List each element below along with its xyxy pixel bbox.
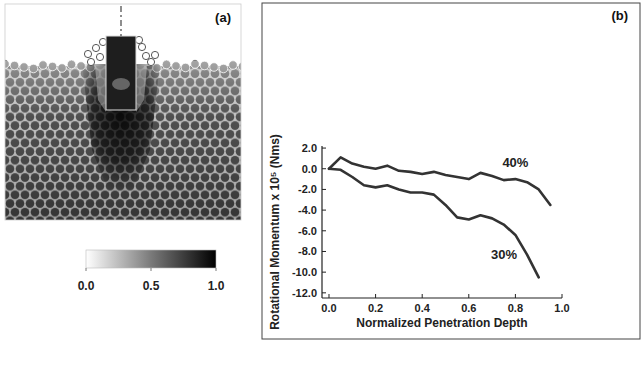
series-label: 30% [491,247,517,262]
panel-label: (a) [215,10,231,25]
y-tick [322,148,326,149]
x-tick [375,294,376,298]
y-tick-label: -4.0 [298,204,317,216]
series-label: 40% [502,155,528,170]
y-tick [322,292,326,293]
panel-frame [262,3,640,339]
x-tick-label: 1.0 [554,302,569,314]
colorbar [86,250,216,268]
colorbar-tick [151,268,152,271]
x-tick [328,294,329,298]
ejected-grain [138,43,145,50]
y-axis-title: Rotational Momentum x 10⁵ (Nms) [268,134,282,330]
y-tick [322,210,326,211]
y-tick-label: 0.0 [302,163,317,175]
colorbar-tick [216,268,217,271]
sim-image [5,4,241,220]
crater-wall [136,66,147,112]
y-tick [322,272,326,273]
ejected-grain [147,58,154,65]
x-tick-label: 0.8 [508,302,523,314]
colorbar-tick-label: 0.5 [143,279,160,293]
figure: (a) 0.0 0.5 1.0 (b) -12.0 -10.0 -8.0 -6.0 -4.0 -2.… [0,0,644,367]
colorbar-tick-label: 0.0 [78,279,95,293]
crater-wall [95,66,106,112]
panel-label: (b) [611,8,628,23]
image-border [5,4,241,220]
y-tick [322,168,326,169]
x-axis [322,297,562,298]
y-tick [322,189,326,190]
series-line [329,169,539,278]
y-tick-label: -2.0 [298,183,317,195]
bed-shade [5,61,241,220]
x-tick-label: 0.0 [321,302,336,314]
x-tick-label: 0.4 [415,302,431,314]
colorbar-tick-label: 1.0 [208,279,225,293]
crater-zone [82,64,160,200]
ejected-grain [84,50,91,57]
x-axis-title: Normalized Penetration Depth [356,316,527,330]
panel-b: (b) -12.0 -10.0 -8.0 -6.0 -4.0 -2.0 0.0 2.0 0.0 0.… [262,3,640,339]
penetrator [106,36,136,110]
sky [5,4,241,220]
ejected-grain [96,53,103,60]
x-tick [468,294,469,298]
x-tick [515,294,516,298]
y-tick [322,251,326,252]
ejected-grain [92,44,99,51]
y-tick [322,230,326,231]
ejected-grain [151,51,158,58]
y-tick-label: 2.0 [302,142,317,154]
penetrator-shade [112,78,130,90]
colorbar-tick [86,268,87,271]
y-tick-label: -6.0 [298,225,317,237]
plot-area [329,157,550,277]
y-tick-label: -12.0 [292,287,317,299]
panel-a: (a) 0.0 0.5 1.0 [1,4,247,293]
x-tick [422,294,423,298]
y-tick-label: -8.0 [298,245,317,257]
x-tick-label: 0.6 [461,302,476,314]
centerline [120,6,121,36]
ejected-grain [87,58,94,65]
y-tick-label: -10.0 [292,266,317,278]
ejected-grain [142,52,149,59]
x-tick-label: 0.2 [368,302,383,314]
x-tick [562,294,563,298]
